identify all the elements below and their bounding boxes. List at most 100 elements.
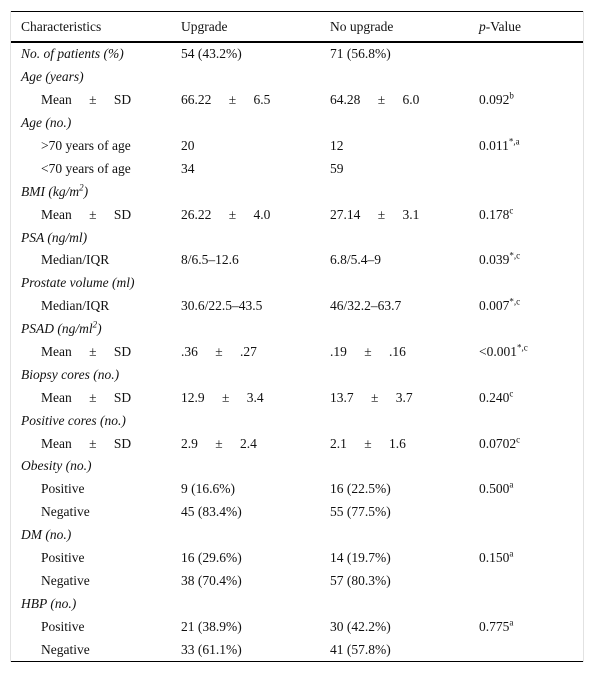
upgrade-cell-text: 45 (83.4%) [181, 504, 242, 520]
upgrade-cell: 30.6/22.5–43.5 [181, 295, 330, 318]
upgrade-cell: 21 (38.9%) [181, 615, 330, 638]
item-label: Negative [11, 638, 181, 661]
upgrade-cell: 66.22 ± 6.5 [181, 89, 330, 112]
section-title: BMI (kg/m2) [11, 180, 181, 203]
item-label-text: Mean ± SD [41, 344, 132, 360]
p-cell [479, 569, 583, 592]
upgrade-cell [181, 272, 330, 295]
no-upgrade-cell [330, 524, 479, 547]
p-cell: 0.775a [479, 615, 583, 638]
p-cell: 0.178c [479, 203, 583, 226]
p-sup: a [509, 617, 514, 628]
p-cell-text: 0.500 [479, 481, 510, 497]
upgrade-cell-text: .36 ± .27 [181, 344, 257, 360]
item-label-text: Negative [41, 572, 90, 588]
p-cell [479, 226, 583, 249]
section-title: DM (no.) [11, 524, 181, 547]
upgrade-cell: 8/6.5–12.6 [181, 249, 330, 272]
item-label-text: Median/IQR [41, 252, 110, 268]
section-row: Age (years) [11, 66, 583, 89]
item-row: Positive 16 (29.6%) 14 (19.7%) 0.150a [11, 547, 583, 570]
section-title-text: Age (years) [21, 69, 84, 85]
section-row: Positive cores (no.) [11, 409, 583, 432]
no-upgrade-cell [330, 318, 479, 341]
upgrade-cell: 9 (16.6%) [181, 478, 330, 501]
p-cell-text: 0.150 [479, 550, 510, 566]
no-upgrade-cell: 14 (19.7%) [330, 547, 479, 570]
header-cell: No upgrade [330, 18, 394, 34]
section-title: HBP (no.) [11, 592, 181, 615]
upgrade-cell [181, 363, 330, 386]
no-upgrade-cell [330, 272, 479, 295]
p-sup: a [509, 479, 514, 490]
upgrade-cell [181, 524, 330, 547]
item-row: Median/IQR 8/6.5–12.6 6.8/5.4–9 0.039*,c [11, 249, 583, 272]
upgrade-cell: 45 (83.4%) [181, 501, 330, 524]
p-cell: 0.011*,a [479, 135, 583, 158]
no-upgrade-cell [330, 226, 479, 249]
p-cell-text: <0.001 [479, 344, 517, 360]
upgrade-cell: 20 [181, 135, 330, 158]
header-cell: Characteristics [21, 18, 102, 34]
no-upgrade-cell: 57 (80.3%) [330, 569, 479, 592]
header-cell: p-Value [479, 12, 583, 43]
header-cell: Upgrade [181, 18, 228, 34]
section-title-text: Prostate volume (ml) [21, 275, 135, 291]
no-upgrade-cell [330, 112, 479, 135]
item-label-text: Positive [41, 481, 85, 497]
upgrade-cell-text: 9 (16.6%) [181, 481, 235, 497]
no-upgrade-cell-text: 12 [330, 138, 344, 153]
no-upgrade-cell: 16 (22.5%) [330, 478, 479, 501]
section-row: PSAD (ng/ml2) [11, 318, 583, 341]
section-row: PSA (ng/ml) [11, 226, 583, 249]
section-title: Age (years) [11, 66, 181, 89]
section-title-text: Positive cores (no.) [21, 412, 126, 428]
p-cell-text: 0.240 [479, 389, 510, 405]
p-cell-text: 0.775 [479, 618, 510, 634]
item-row: Negative 38 (70.4%) 57 (80.3%) [11, 569, 583, 592]
section-title-text: BMI (kg/m [21, 183, 80, 199]
p-cell-text: 0.092 [479, 92, 510, 108]
no-upgrade-cell: 6.8/5.4–9 [330, 249, 479, 272]
section-title-end: ) [97, 321, 102, 337]
section-title: Biopsy cores (no.) [11, 363, 181, 386]
item-label-text: <70 years of age [41, 160, 131, 176]
section-row: Age (no.) [11, 112, 583, 135]
no-upgrade-cell-text: 27.14 ± 3.1 [330, 206, 420, 222]
upgrade-cell-text: 54 (43.2%) [181, 46, 242, 62]
no-upgrade-cell: 64.28 ± 6.0 [330, 89, 479, 112]
item-label-text: Mean ± SD [41, 92, 132, 108]
no-upgrade-cell: 55 (77.5%) [330, 501, 479, 524]
p-cell: 0.0702c [479, 432, 583, 455]
item-label: Mean ± SD [11, 432, 181, 455]
item-label: Mean ± SD [11, 89, 181, 112]
upgrade-cell-text: 21 (38.9%) [181, 618, 242, 634]
section-title-text: HBP (no.) [21, 595, 77, 611]
p-cell [479, 318, 583, 341]
item-label: Negative [11, 569, 181, 592]
no-upgrade-cell-text: .19 ± .16 [330, 344, 406, 360]
item-label: Mean ± SD [11, 203, 181, 226]
section-title-text: Biopsy cores (no.) [21, 366, 120, 382]
item-label-text: >70 years of age [41, 138, 131, 153]
no-upgrade-cell: 41 (57.8%) [330, 638, 479, 661]
upgrade-cell: .36 ± .27 [181, 341, 330, 364]
no-upgrade-cell-text: 55 (77.5%) [330, 504, 391, 520]
section-title-text: No. of patients (%) [21, 46, 124, 62]
item-label-text: Negative [41, 641, 90, 657]
p-sup: b [509, 90, 514, 101]
p-cell [479, 180, 583, 203]
upgrade-cell: 33 (61.1%) [181, 638, 330, 661]
section-title-end: ) [83, 183, 89, 199]
p-sup: *,c [517, 342, 528, 353]
item-label-text: Positive [41, 618, 85, 634]
upgrade-cell-text: 66.22 ± 6.5 [181, 92, 271, 108]
no-upgrade-cell-text: 14 (19.7%) [330, 550, 391, 566]
item-label: Mean ± SD [11, 341, 181, 364]
p-cell [479, 409, 583, 432]
upgrade-cell-text: 26.22 ± 4.0 [181, 206, 271, 222]
section-title-text: Obesity (no.) [21, 458, 92, 474]
p-sup: c [509, 388, 514, 399]
upgrade-cell-text: 33 (61.1%) [181, 641, 242, 657]
